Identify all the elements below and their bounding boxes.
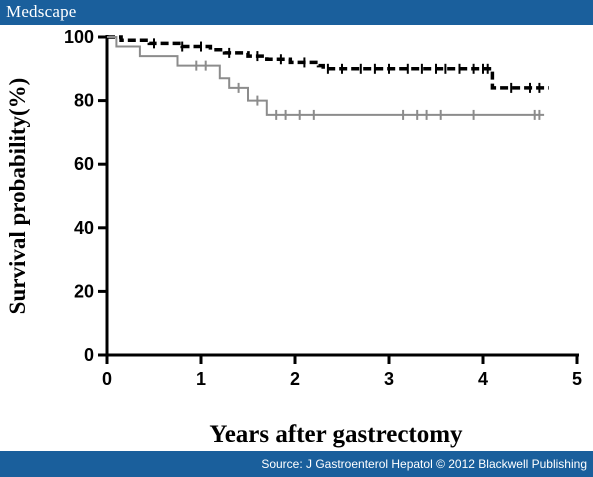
survival-line-gray (107, 36, 545, 116)
series-dashed-black (107, 35, 549, 93)
header-bar: Medscape (0, 0, 593, 25)
source-credit: Source: J Gastroenterol Hepatol © 2012 B… (261, 457, 587, 471)
x-tick-label: 5 (572, 369, 582, 389)
footer-bar: Source: J Gastroenterol Hepatol © 2012 B… (0, 451, 593, 477)
y-axis-label: Survival probability(%) (5, 78, 30, 315)
x-axis-label: Years after gastrectomy (209, 421, 463, 448)
medscape-logo: Medscape (6, 2, 77, 21)
x-tick-label: 4 (478, 369, 488, 389)
x-tick-label: 0 (102, 369, 112, 389)
series-solid-gray (107, 36, 545, 120)
x-tick-label: 1 (196, 369, 206, 389)
chart-series (107, 35, 549, 120)
x-tick-label: 3 (384, 369, 394, 389)
y-tick-label: 80 (74, 91, 94, 111)
y-tick-label: 20 (74, 281, 94, 301)
y-tick-label: 40 (74, 218, 94, 238)
y-tick-label: 60 (74, 154, 94, 174)
survival-line-dashed (107, 35, 549, 90)
chart-axes: 0 20 40 60 80 100 0 1 2 3 4 5 (64, 27, 582, 389)
x-tick-label: 2 (290, 369, 300, 389)
y-tick-label: 100 (64, 27, 94, 47)
y-tick-label: 0 (84, 345, 94, 365)
survival-chart: 0 20 40 60 80 100 0 1 2 3 4 5 Survival probability(… (5, 27, 582, 448)
